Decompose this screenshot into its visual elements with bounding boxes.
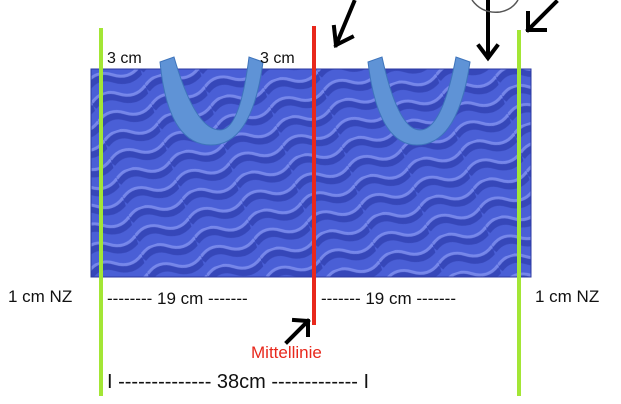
left-seam-allowance-label: 1 cm NZ [8, 287, 73, 306]
left-pocket-offset-label: 3 cm [107, 50, 142, 67]
center-line-label: Mittellinie [251, 343, 322, 362]
u-shaped-pocket-icon [159, 56, 264, 146]
fabric-panel [91, 69, 531, 277]
arrow-icon [525, 0, 559, 33]
right-half-width-label: ------- 19 cm ------- [321, 289, 456, 308]
right-seam-allowance-label: 1 cm NZ [535, 287, 600, 306]
fabric-panel-border [90, 68, 532, 278]
circle-edge [471, 0, 519, 13]
left-half-width-label: -------- 19 cm ------- [107, 289, 248, 308]
arrow-icon [331, 0, 357, 49]
u-shaped-pocket-icon [367, 56, 471, 146]
arrow-icon [284, 317, 311, 345]
arrow-icon [476, 0, 500, 62]
center-pocket-offset-label: 3 cm [260, 50, 295, 67]
total-width-label: I -------------- 38cm ------------- I [107, 371, 370, 393]
